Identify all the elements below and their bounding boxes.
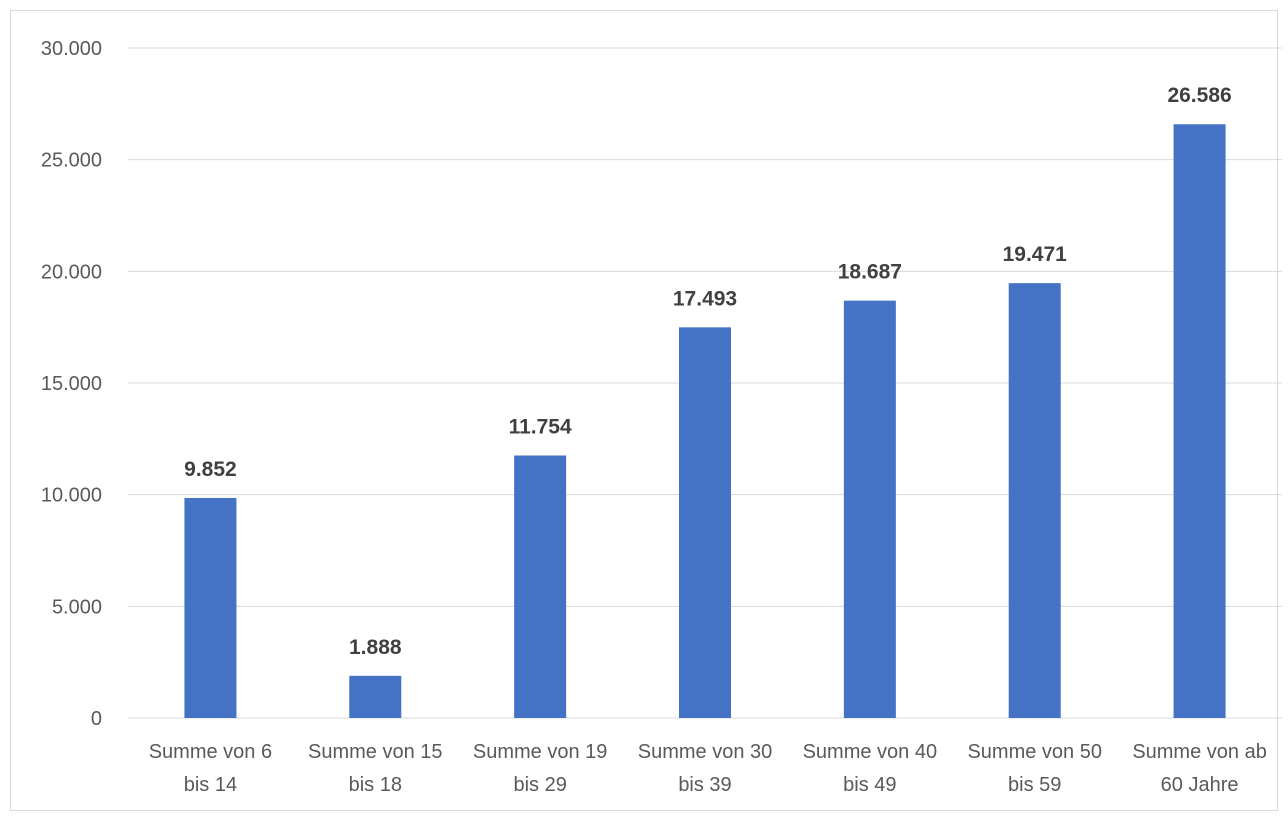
- data-label: 26.586: [1167, 84, 1231, 107]
- x-tick-label: bis 29: [513, 774, 566, 796]
- x-tick-label: Summe von 30: [638, 741, 773, 763]
- x-axis-category-labels: Summe von 6 bis 14 Summe von 15 bis 18 Summe…: [149, 741, 1267, 796]
- y-tick-label: 10.000: [41, 485, 102, 507]
- bar: [843, 300, 896, 718]
- bar: [1173, 124, 1226, 719]
- data-label: 17.493: [673, 287, 737, 310]
- bar: [679, 327, 731, 718]
- y-tick-label: 5.000: [52, 596, 102, 618]
- data-labels: 9.852 1.888 11.754 17.493 18.687 19.471 26.586: [184, 84, 1232, 659]
- x-tick-label: bis 59: [1008, 774, 1061, 796]
- data-label: 9.852: [184, 458, 237, 481]
- x-tick-label: 60 Jahre: [1161, 774, 1239, 796]
- x-tick-label: Summe von ab: [1132, 741, 1267, 763]
- x-tick-label: Summe von 40: [803, 741, 938, 763]
- gridlines: [128, 47, 1282, 719]
- data-label: 19.471: [1003, 243, 1068, 266]
- bar: [349, 675, 402, 718]
- x-tick-label: Summe von 15: [308, 741, 443, 763]
- bars: [184, 124, 1226, 719]
- x-tick-label: bis 14: [184, 774, 237, 796]
- y-tick-label: 15.000: [41, 373, 102, 395]
- x-tick-label: Summe von 6: [149, 741, 272, 763]
- y-tick-label: 30.000: [41, 38, 102, 60]
- x-tick-label: bis 39: [678, 774, 731, 796]
- bar: [1008, 283, 1061, 718]
- data-label: 1.888: [349, 636, 402, 659]
- bar: [514, 455, 567, 718]
- x-tick-label: Summe von 19: [473, 741, 608, 763]
- x-tick-label: Summe von 50: [967, 741, 1102, 763]
- y-tick-label: 0: [91, 708, 102, 730]
- y-tick-label: 25.000: [41, 150, 102, 172]
- bar: [184, 497, 237, 718]
- x-tick-label: bis 49: [843, 774, 896, 796]
- y-tick-label: 20.000: [41, 261, 102, 283]
- data-label: 11.754: [509, 415, 572, 438]
- data-label: 18.687: [838, 261, 902, 284]
- x-tick-label: bis 18: [349, 774, 402, 796]
- y-axis-tick-labels: 0 5.000 10.000 15.000 20.000 25.000 30.000: [41, 38, 102, 730]
